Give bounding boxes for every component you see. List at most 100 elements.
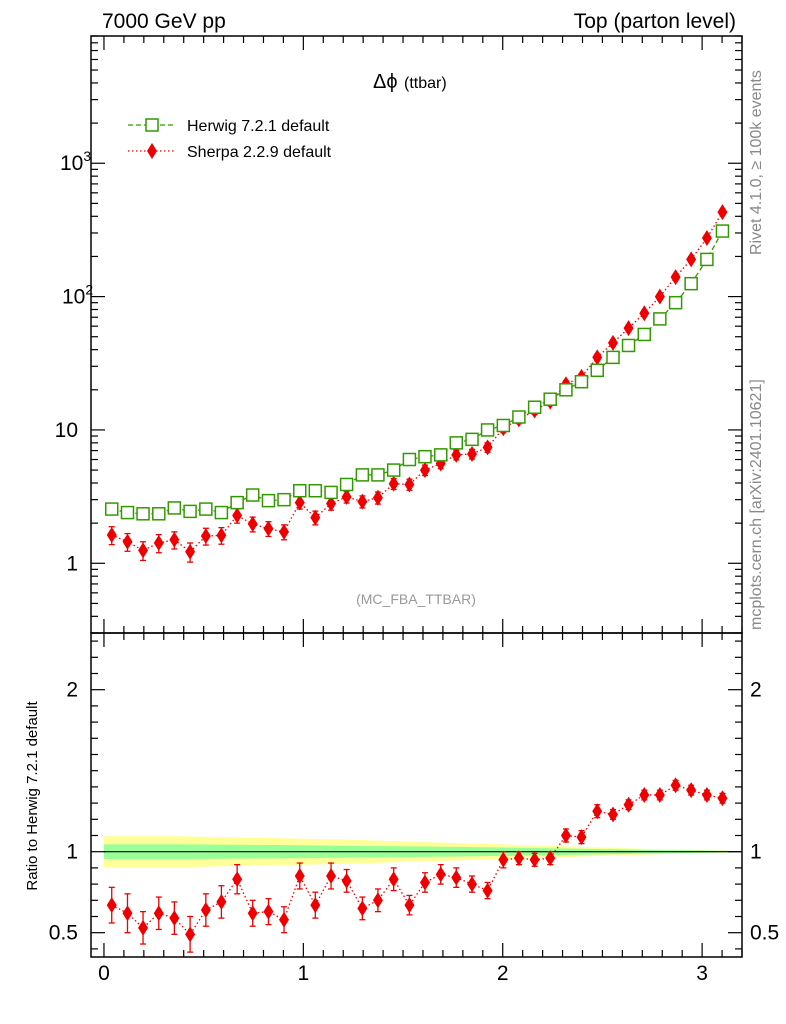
herwig-point <box>653 312 667 326</box>
herwig-point <box>167 501 182 515</box>
sherpa-point <box>200 528 211 545</box>
sherpa-point <box>592 349 603 366</box>
sherpa-point <box>372 489 383 506</box>
herwig-point <box>386 463 401 477</box>
collider-label: 7000 GeV pp <box>102 10 226 33</box>
ratio-sherpa-point <box>419 874 430 891</box>
herwig-point <box>606 350 620 365</box>
ratio-sherpa-point <box>576 829 587 846</box>
ratio-sherpa-point <box>404 897 415 914</box>
ratio-y-tick-label-right: 0.5 <box>750 922 779 945</box>
ratio-sherpa-point <box>529 851 540 868</box>
sherpa-point <box>169 531 180 548</box>
herwig-point <box>559 383 573 397</box>
x-tick-label: 2 <box>497 962 509 985</box>
ratio-sherpa-point <box>138 919 149 936</box>
ratio-sherpa-point <box>185 926 196 943</box>
herwig-point <box>621 338 636 353</box>
ratio-sherpa-point <box>513 850 524 867</box>
main-x-ticks <box>103 36 743 633</box>
sherpa-point <box>654 288 665 305</box>
ratio-sherpa-point <box>592 803 603 820</box>
ratio-y-tick-label-right: 1 <box>750 841 762 864</box>
herwig-point <box>293 483 307 498</box>
ratio-y-tick-label-left: 1 <box>66 841 78 864</box>
herwig-point <box>590 363 604 378</box>
herwig-point <box>684 276 698 291</box>
herwig-point <box>418 449 432 464</box>
herwig-point <box>183 504 197 519</box>
ratio-sherpa-point <box>106 897 117 914</box>
sherpa-point <box>639 305 650 322</box>
mcplots-label: mcplots.cern.ch [arXiv:2401.10621] <box>748 379 765 630</box>
herwig-point <box>339 477 354 492</box>
legend: Herwig 7.2.1 default Sherpa 2.2.9 defaul… <box>128 118 332 161</box>
ratio-sherpa-point <box>670 777 681 794</box>
herwig-point <box>465 432 479 447</box>
ratio-sherpa-line <box>111 784 723 936</box>
main-y-tick-exp: 3 <box>83 148 91 164</box>
main-y-tick-exp: 2 <box>85 282 93 298</box>
main-y-tick-label: 102 <box>62 282 93 309</box>
herwig-point <box>214 505 229 520</box>
process-label: Top (parton level) <box>574 10 736 33</box>
sherpa-point <box>404 476 415 493</box>
herwig-point <box>308 483 323 498</box>
herwig-point <box>449 436 464 450</box>
sherpa-point <box>482 439 493 456</box>
sherpa-point <box>388 475 399 492</box>
sherpa-point <box>122 533 133 550</box>
ratio-sherpa-point <box>372 892 383 909</box>
sherpa-point <box>451 446 462 463</box>
sherpa-point <box>467 445 478 462</box>
ratio-sherpa-point <box>482 882 493 899</box>
ratio-frame <box>90 632 743 958</box>
plot-title-sub: (ttbar) <box>404 75 447 92</box>
ratio-sherpa-point <box>435 866 446 883</box>
herwig-point <box>136 507 150 521</box>
ratio-sherpa-point <box>310 897 321 914</box>
herwig-point <box>574 374 589 389</box>
ratio-sherpa-point <box>200 902 211 919</box>
herwig-point <box>277 492 291 507</box>
sherpa-point <box>670 269 681 286</box>
ratio-sherpa-point <box>654 787 665 803</box>
ratio-sherpa-point <box>717 790 728 807</box>
ratio-sherpa-point <box>263 903 274 920</box>
herwig-point <box>261 493 276 508</box>
ratio-sherpa-point <box>388 871 399 888</box>
herwig-point <box>230 495 244 510</box>
ratio-sherpa-point <box>326 868 337 884</box>
ratio-sherpa-point <box>169 910 180 927</box>
ratio-sherpa-point <box>232 871 243 888</box>
herwig-point <box>543 392 557 406</box>
sherpa-point <box>310 509 321 526</box>
sherpa-point <box>153 534 164 551</box>
herwig-point <box>245 488 260 502</box>
ratio-sherpa-point <box>122 905 133 922</box>
herwig-point <box>512 410 526 424</box>
x-tick-label: 1 <box>298 962 310 985</box>
sherpa-point <box>357 493 368 510</box>
sherpa-point <box>138 542 149 559</box>
ratio-y-axis-label: Ratio to Herwig 7.2.1 default <box>24 701 41 891</box>
herwig-point <box>402 452 417 467</box>
sherpa-point <box>607 334 618 351</box>
herwig-point <box>700 252 714 267</box>
sherpa-point <box>341 488 352 505</box>
ratio-y-tick-label-right: 2 <box>750 679 762 702</box>
ratio-y-ticks <box>91 640 742 950</box>
herwig-point <box>637 327 652 342</box>
ratio-sherpa-point <box>467 876 478 893</box>
legend-herwig-marker <box>145 118 159 132</box>
herwig-point <box>199 502 213 516</box>
analysis-watermark: (MC_FBA_TTBAR) <box>356 591 476 607</box>
herwig-point <box>433 448 448 462</box>
sherpa-point <box>232 507 243 524</box>
ratio-sherpa-point <box>545 850 556 867</box>
main-y-tick-label: 103 <box>60 148 91 175</box>
herwig-point <box>496 418 511 433</box>
ratio-sherpa-point <box>623 796 634 813</box>
